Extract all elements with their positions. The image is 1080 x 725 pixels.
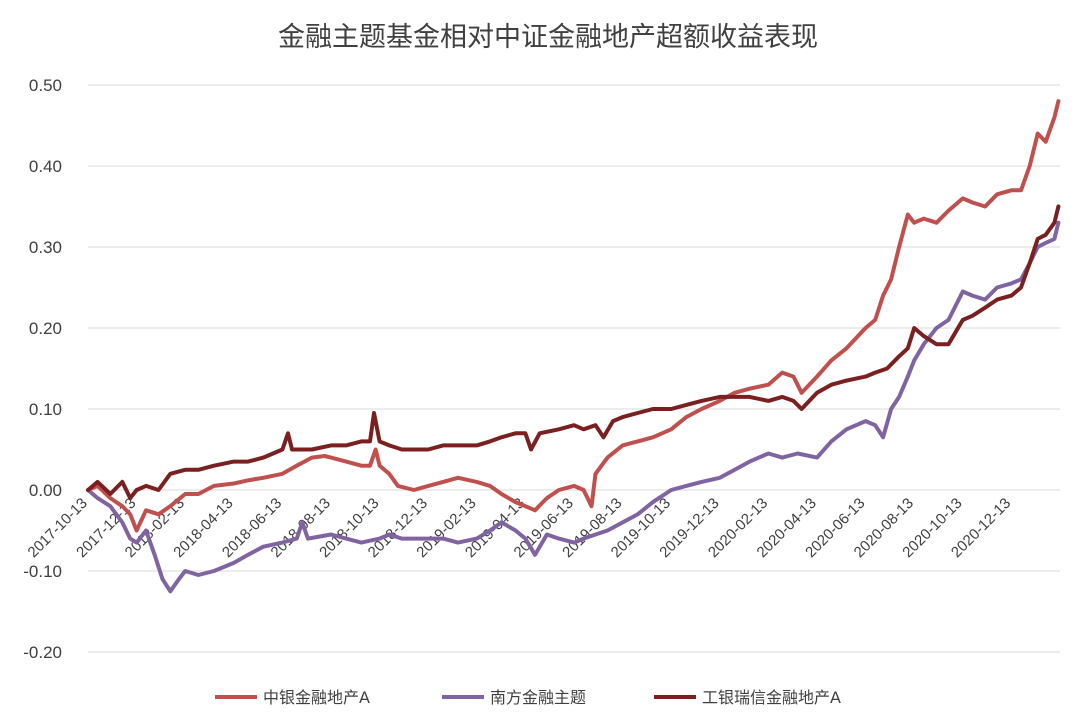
y-tick-label: 0.40 xyxy=(29,157,62,176)
y-axis: -0.20 -0.10 0.00 0.10 0.20 0.30 0.40 0.50 xyxy=(23,76,62,662)
y-tick-label: 0.30 xyxy=(29,238,62,257)
legend-label-1: 南方金融主题 xyxy=(490,688,586,707)
series-layer xyxy=(86,99,1061,594)
y-tick-label: 0.20 xyxy=(29,319,62,338)
legend-label-2: 工银瑞信金融地产A xyxy=(702,688,841,707)
y-tick-label: -0.10 xyxy=(23,562,62,581)
y-tick-label: 0.10 xyxy=(29,400,62,419)
y-tick-label: 0.50 xyxy=(29,76,62,95)
legend-label-0: 中银金融地产A xyxy=(263,688,370,707)
series-line-1 xyxy=(86,220,1061,594)
grid-layer xyxy=(88,84,1060,653)
series-line-0 xyxy=(86,99,1061,533)
series-line-2 xyxy=(86,204,1061,501)
y-tick-label: -0.20 xyxy=(23,643,62,662)
legend: 中银金融地产A 南方金融主题 工银瑞信金融地产A xyxy=(215,688,841,707)
y-tick-label: 0.00 xyxy=(29,481,62,500)
chart-title: 金融主题基金相对中证金融地产超额收益表现 xyxy=(278,22,818,53)
